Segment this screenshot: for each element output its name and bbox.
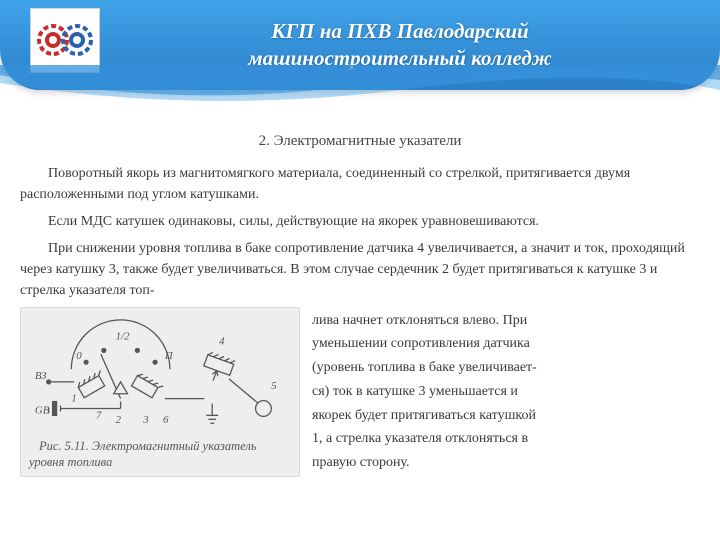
right-line: 1, а стрелка указателя отклоняться в	[312, 427, 700, 451]
header-title-line1: КГП на ПХВ Павлодарский	[271, 19, 528, 43]
svg-text:ВЗ: ВЗ	[35, 369, 47, 381]
right-line: якорек будет притягиваться катушкой	[312, 404, 700, 428]
figure-text-row: 0 1/2 П	[20, 307, 700, 478]
header-banner: КГП на ПХВ Павлодарский машиностроительн…	[0, 0, 720, 90]
college-logo	[30, 8, 100, 73]
svg-text:5: 5	[271, 379, 277, 391]
svg-text:3: 3	[142, 414, 149, 426]
svg-text:2: 2	[116, 414, 122, 426]
right-line: правую сторону.	[312, 451, 700, 475]
svg-text:7: 7	[96, 409, 102, 421]
figure-box: 0 1/2 П	[20, 307, 300, 478]
svg-text:6: 6	[163, 414, 169, 426]
figure-caption: Рис. 5.11. Электромагнитный указатель ур…	[27, 434, 293, 475]
right-line: ся) ток в катушке 3 уменьшается и	[312, 380, 700, 404]
header-swoosh	[0, 65, 720, 115]
svg-text:1: 1	[71, 392, 76, 404]
electromagnetic-indicator-diagram: 0 1/2 П	[27, 314, 293, 434]
gear-logo-icon	[35, 13, 95, 68]
right-line: уменьшении сопротивления датчика	[312, 332, 700, 356]
right-line: (уровень топлива в баке увеличивает-	[312, 356, 700, 380]
svg-text:0: 0	[76, 350, 82, 362]
right-column-text: лива начнет отклоняться влево. При умень…	[312, 307, 700, 478]
section-title: 2. Электромагнитные указатели	[20, 130, 700, 153]
right-line: лива начнет отклоняться влево. При	[312, 309, 700, 333]
svg-text:GB: GB	[35, 404, 50, 416]
svg-text:П: П	[164, 350, 174, 362]
paragraph-2: Если МДС катушек одинаковы, силы, действ…	[20, 211, 700, 232]
content-area: 2. Электромагнитные указатели Поворотный…	[0, 90, 720, 487]
paragraph-3: При снижении уровня топлива в баке сопро…	[20, 238, 700, 301]
paragraph-1: Поворотный якорь из магнитомягкого матер…	[20, 163, 700, 205]
svg-text:4: 4	[219, 335, 225, 347]
svg-text:1/2: 1/2	[116, 330, 130, 342]
